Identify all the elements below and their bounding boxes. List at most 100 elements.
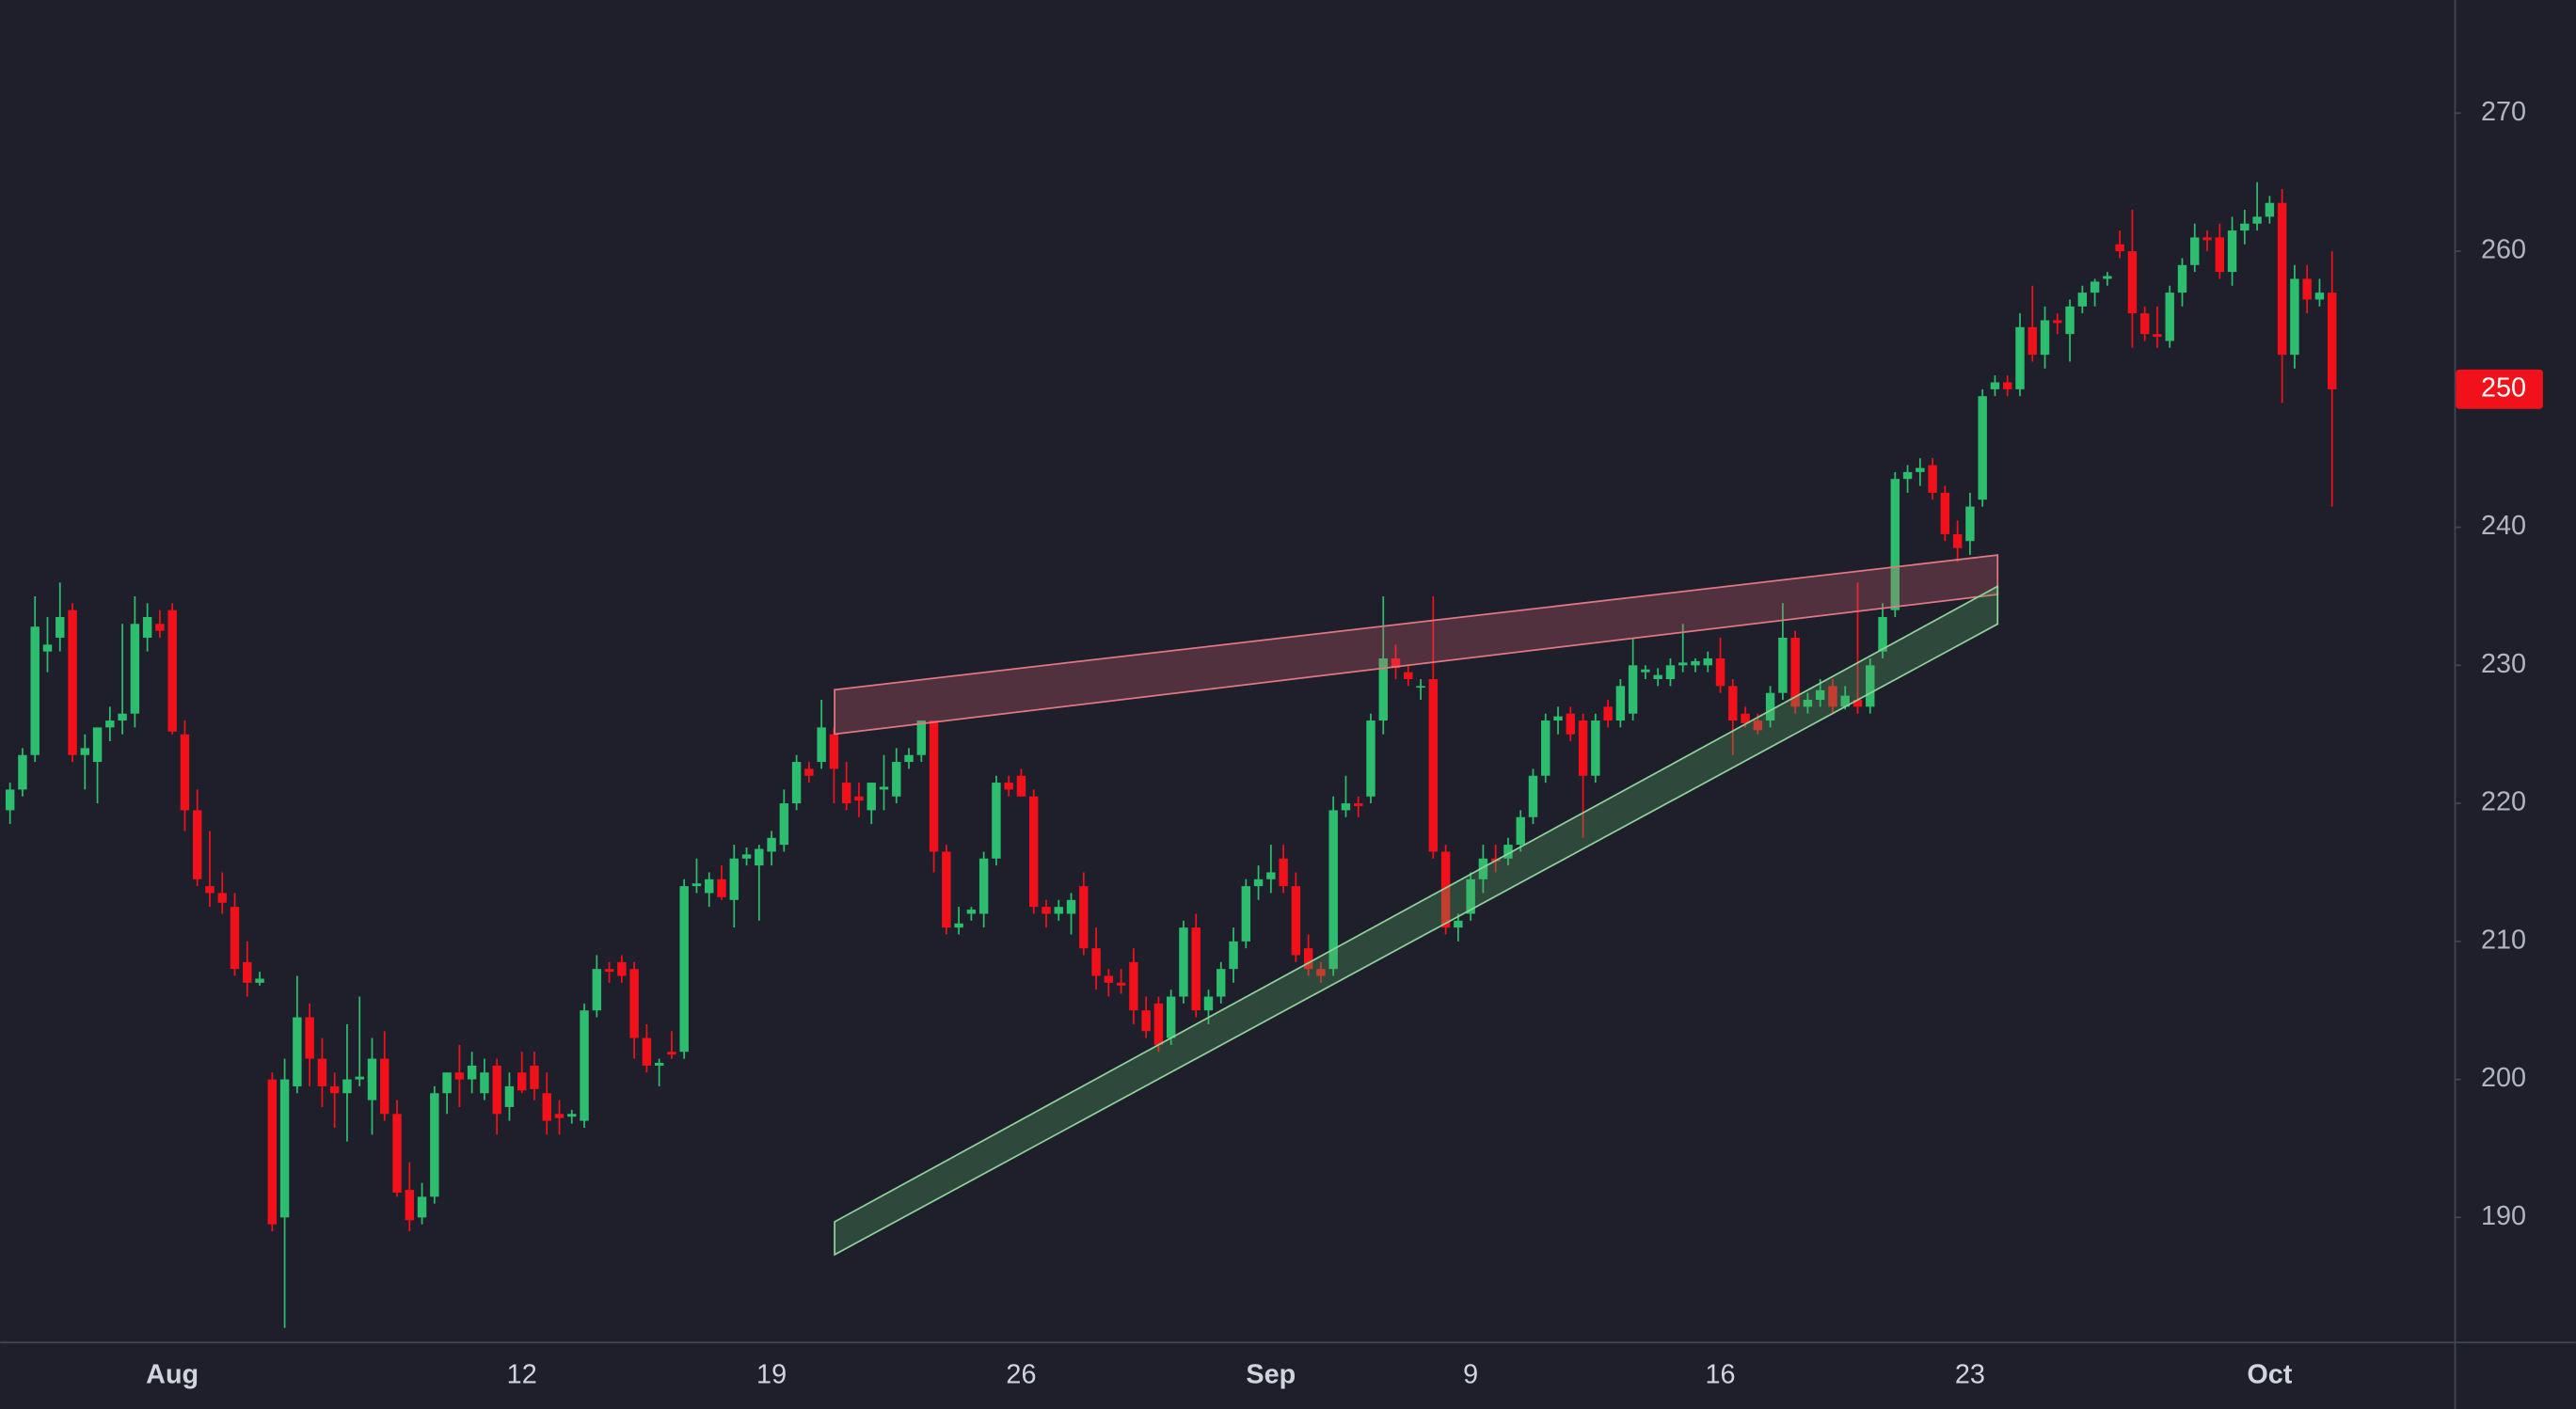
candle-body	[2240, 223, 2250, 231]
candle-body	[380, 1058, 390, 1115]
candle	[5, 783, 15, 825]
candle	[1641, 665, 1650, 680]
price-tag	[2456, 369, 2543, 409]
candle-body	[942, 851, 951, 928]
candle-body	[405, 1189, 414, 1221]
candle	[1703, 651, 1712, 673]
candle	[867, 783, 876, 825]
candle-body	[342, 1079, 352, 1094]
candle	[1516, 810, 1525, 852]
candle	[2327, 251, 2337, 507]
candle	[1141, 996, 1151, 1038]
candle	[1952, 520, 1963, 562]
candle	[430, 1085, 439, 1204]
candle-body	[1866, 665, 1875, 707]
candle-body	[542, 1093, 551, 1121]
candle	[1728, 679, 1738, 755]
candle	[1828, 679, 1837, 714]
candle-body	[329, 1085, 340, 1094]
candle-body	[230, 907, 240, 970]
candle	[2090, 278, 2100, 307]
candle-body	[854, 796, 864, 801]
y-tick-label: 200	[2481, 1063, 2526, 1093]
candle	[392, 1100, 402, 1197]
candle	[1179, 920, 1188, 1004]
candle-body	[467, 1065, 477, 1080]
candle	[155, 610, 165, 638]
candle	[1591, 713, 1600, 784]
candle-body	[367, 1058, 377, 1100]
candle-body	[916, 720, 927, 755]
candle-body	[2115, 244, 2124, 252]
candle	[692, 858, 702, 894]
candle	[42, 616, 53, 673]
candle	[1266, 845, 1276, 894]
candle	[1866, 658, 1875, 714]
candle	[642, 1023, 652, 1073]
candle	[1104, 969, 1114, 997]
candle	[1004, 775, 1013, 797]
candle	[2127, 210, 2138, 348]
candle	[1566, 706, 1576, 742]
candle-body	[355, 1076, 364, 1080]
candle	[1279, 845, 1288, 894]
candle	[1253, 865, 1264, 900]
candle	[1191, 913, 1201, 1018]
candle	[1765, 686, 1775, 728]
candle	[904, 748, 914, 769]
y-tick-label: 270	[2481, 97, 2526, 127]
candle	[1416, 679, 1425, 701]
candle-body	[879, 786, 889, 790]
candle-body	[1404, 672, 1413, 680]
candle	[654, 1058, 664, 1086]
support-band[interactable]	[834, 584, 1999, 1257]
candle-body	[417, 1196, 427, 1218]
candle-body	[779, 803, 789, 846]
candle	[2027, 285, 2037, 362]
candle-body	[155, 624, 165, 631]
candle	[293, 975, 302, 1094]
candle-body	[667, 1052, 676, 1055]
candle	[1503, 837, 1513, 866]
candle-body	[1366, 720, 1375, 797]
candle	[629, 961, 639, 1059]
candle	[978, 851, 989, 928]
candle	[1890, 471, 1900, 617]
candle-body	[2002, 382, 2012, 389]
candle	[2190, 223, 2200, 273]
candle	[492, 1058, 501, 1135]
candle-body	[1628, 665, 1638, 714]
y-tick-label: 210	[2481, 925, 2526, 955]
candle-body	[1079, 886, 1089, 949]
candle	[1653, 668, 1662, 687]
candle	[267, 1072, 278, 1232]
candle-body	[1316, 969, 1326, 976]
candle-body	[1116, 982, 1126, 986]
candle	[2053, 313, 2062, 335]
candle-body	[705, 879, 714, 894]
candle	[1042, 899, 1051, 928]
candle-body	[2127, 251, 2138, 314]
candle	[279, 1058, 290, 1328]
candle-body	[1952, 533, 1963, 548]
candle	[380, 1031, 390, 1121]
candle	[592, 955, 602, 1018]
candle	[2227, 216, 2237, 286]
candle-body	[692, 883, 702, 887]
candle-body	[841, 783, 851, 804]
candle-body	[492, 1065, 501, 1115]
candle-body	[1890, 479, 1900, 610]
candle-body	[2190, 237, 2200, 265]
candle	[1066, 893, 1076, 935]
candle	[817, 700, 826, 769]
candle-body	[1665, 665, 1676, 680]
candle	[2165, 285, 2174, 348]
candle-body	[293, 1017, 302, 1086]
candle-body	[42, 644, 53, 652]
candle-body	[2053, 320, 2062, 324]
candle	[1928, 458, 1937, 500]
candle-body	[1778, 637, 1788, 693]
candle-body	[118, 713, 127, 721]
y-tick-label: 230	[2481, 649, 2526, 679]
